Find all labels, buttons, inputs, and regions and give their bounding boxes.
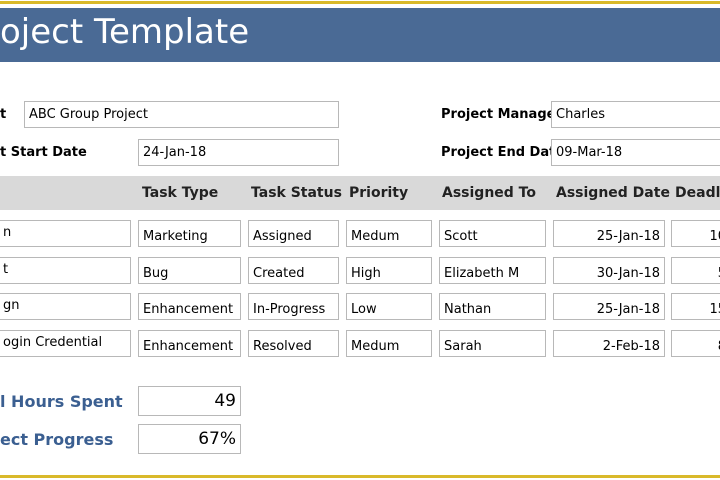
title: oject Template xyxy=(0,12,250,52)
title-bar xyxy=(0,8,720,62)
table-cell: 8 xyxy=(671,330,720,357)
column-header: Assigned Date xyxy=(556,185,670,201)
summary-label: ect Progress xyxy=(0,430,114,449)
top-rule xyxy=(0,1,720,4)
field-label: t xyxy=(0,107,7,122)
table-cell: 25-Jan-18 xyxy=(553,220,665,247)
table-cell: Enhancement xyxy=(138,330,241,357)
table-cell: ogin Credential xyxy=(0,330,131,357)
table-cell: n xyxy=(0,220,131,247)
table-cell: Medum xyxy=(346,220,432,247)
table-cell: Elizabeth M xyxy=(439,257,546,284)
table-cell: Sarah xyxy=(439,330,546,357)
table-cell: In-Progress xyxy=(248,293,339,320)
table-cell: Enhancement xyxy=(138,293,241,320)
table-cell: 15 xyxy=(671,293,720,320)
field-input: Charles xyxy=(551,101,720,128)
table-cell: Scott xyxy=(439,220,546,247)
field-label: Project End Date xyxy=(441,145,565,160)
column-header: Assigned To xyxy=(442,185,536,201)
table-cell: Resolved xyxy=(248,330,339,357)
field-input: 24-Jan-18 xyxy=(138,139,339,166)
summary-value: 49 xyxy=(138,386,241,416)
table-cell: High xyxy=(346,257,432,284)
table-cell: Medum xyxy=(346,330,432,357)
field-label: Project Manager xyxy=(441,107,562,122)
table-cell: 30-Jan-18 xyxy=(553,257,665,284)
table-cell: 2-Feb-18 xyxy=(553,330,665,357)
field-label: t Start Date xyxy=(0,145,87,160)
field-input: 09-Mar-18 xyxy=(551,139,720,166)
summary-value: 67% xyxy=(138,424,241,454)
table-cell: Marketing xyxy=(138,220,241,247)
table-cell: Assigned xyxy=(248,220,339,247)
table-header-band xyxy=(0,176,720,210)
table-cell: t xyxy=(0,257,131,284)
column-header: Task Type xyxy=(142,185,219,201)
column-header: Task Status xyxy=(251,185,342,201)
column-header: Deadli xyxy=(675,185,720,201)
bottom-rule xyxy=(0,475,720,478)
summary-label: l Hours Spent xyxy=(0,392,123,411)
table-cell: Created xyxy=(248,257,339,284)
table-cell: gn xyxy=(0,293,131,320)
table-cell: Nathan xyxy=(439,293,546,320)
column-header: Priority xyxy=(349,185,409,201)
table-cell: Bug xyxy=(138,257,241,284)
table-cell: 5 xyxy=(671,257,720,284)
table-cell: 25-Jan-18 xyxy=(553,293,665,320)
field-input: ABC Group Project xyxy=(24,101,339,128)
table-cell: 10 xyxy=(671,220,720,247)
table-cell: Low xyxy=(346,293,432,320)
